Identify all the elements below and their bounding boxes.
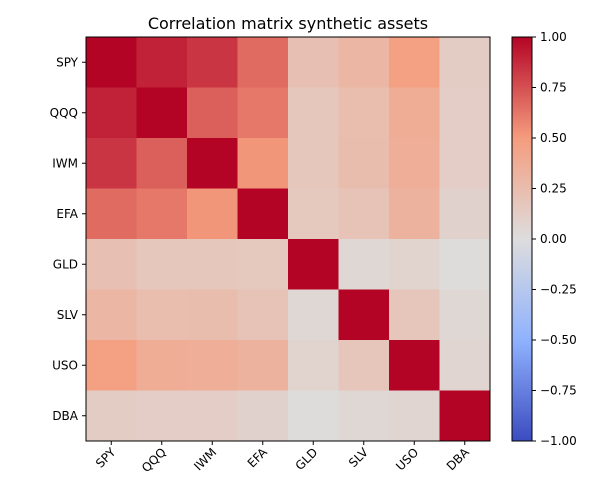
heatmap-cell-dba-uso <box>389 390 440 442</box>
colorbar-tick-label: 0.25 <box>540 182 567 196</box>
heatmap-cell-spy-efa <box>237 37 289 88</box>
heatmap-cell-uso-uso <box>389 340 440 391</box>
heatmap-cell-qqq-dba <box>439 87 491 139</box>
heatmap-cell-qqq-spy <box>86 87 137 139</box>
colorbar-tick-label: 1.00 <box>540 30 567 44</box>
heatmap-cell-qqq-uso <box>389 87 440 139</box>
heatmap-cell-dba-dba <box>439 390 491 442</box>
heatmap-cell-slv-efa <box>237 289 289 341</box>
heatmap-cell-uso-iwm <box>187 340 238 391</box>
x-tick-label: EFA <box>245 445 271 471</box>
heatmap-cell-uso-slv <box>338 340 390 391</box>
heatmap-cell-gld-qqq <box>136 239 188 290</box>
heatmap-cell-efa-efa <box>237 188 289 240</box>
colorbar-tick-label: −0.75 <box>540 384 577 398</box>
heatmap-cell-spy-spy <box>86 37 137 88</box>
heatmap-cell-dba-spy <box>86 390 137 442</box>
heatmap-cell-qqq-gld <box>288 87 339 139</box>
heatmap-cell-iwm-dba <box>439 138 491 189</box>
heatmap-cell-slv-iwm <box>187 289 238 341</box>
heatmap-cell-spy-dba <box>439 37 491 88</box>
heatmap-cell-gld-dba <box>439 239 491 290</box>
heatmap-cell-slv-gld <box>288 289 339 341</box>
colorbar-tick-label: −0.25 <box>540 283 577 297</box>
heatmap-cell-dba-efa <box>237 390 289 442</box>
heatmap-cell-gld-efa <box>237 239 289 290</box>
heatmap-cell-efa-qqq <box>136 188 188 240</box>
heatmap-cell-qqq-iwm <box>187 87 238 139</box>
heatmap-cell-qqq-efa <box>237 87 289 139</box>
heatmap-cell-uso-spy <box>86 340 137 391</box>
colorbar <box>512 37 532 441</box>
chart-title: Correlation matrix synthetic assets <box>148 14 428 33</box>
x-tick-label: QQQ <box>139 445 169 475</box>
heatmap-cell-slv-spy <box>86 289 137 341</box>
heatmap-cell-spy-qqq <box>136 37 188 88</box>
y-tick-label: SLV <box>57 308 79 322</box>
colorbar-tick-label: 0.00 <box>540 232 567 246</box>
heatmap-cell-efa-gld <box>288 188 339 240</box>
x-tick-label: IWM <box>191 445 219 473</box>
heatmap-cell-dba-qqq <box>136 390 188 442</box>
y-tick-label: SPY <box>56 55 79 69</box>
x-axis-ticks: SPY QQQ IWM EFA GLD SLV USO DBA <box>93 441 472 475</box>
heatmap-cell-gld-spy <box>86 239 137 290</box>
heatmap-cell-slv-uso <box>389 289 440 341</box>
heatmap-cell-efa-spy <box>86 188 137 240</box>
heatmap-cell-dba-iwm <box>187 390 238 442</box>
y-tick-label: GLD <box>53 257 78 271</box>
heatmap-cell-uso-gld <box>288 340 339 391</box>
heatmap-cell-efa-uso <box>389 188 440 240</box>
heatmap-cell-gld-slv <box>338 239 390 290</box>
heatmap-cell-iwm-spy <box>86 138 137 189</box>
heatmap-cell-qqq-qqq <box>136 87 188 139</box>
heatmap-cell-iwm-efa <box>237 138 289 189</box>
y-tick-label: DBA <box>52 409 78 423</box>
colorbar-tick-label: −0.50 <box>540 333 577 347</box>
y-axis-ticks: SPY QQQ IWM EFA GLD SLV USO DBA <box>50 55 86 423</box>
heatmap-cell-gld-uso <box>389 239 440 290</box>
colorbar-tick-label: 0.75 <box>540 81 567 95</box>
heatmap-cell-uso-dba <box>439 340 491 391</box>
heatmap-cell-slv-dba <box>439 289 491 341</box>
heatmap-cell-uso-efa <box>237 340 289 391</box>
heatmap-cell-iwm-qqq <box>136 138 188 189</box>
heatmap-cells <box>86 37 491 442</box>
y-tick-label: EFA <box>56 207 78 221</box>
heatmap-cell-spy-gld <box>288 37 339 88</box>
x-tick-label: GLD <box>293 445 321 473</box>
heatmap-cell-iwm-slv <box>338 138 390 189</box>
heatmap-cell-dba-gld <box>288 390 339 442</box>
heatmap-cell-iwm-iwm <box>187 138 238 189</box>
heatmap-cell-slv-slv <box>338 289 390 341</box>
heatmap-cell-gld-gld <box>288 239 339 290</box>
heatmap-cell-spy-slv <box>338 37 390 88</box>
y-tick-label: IWM <box>52 156 78 170</box>
heatmap-cell-gld-iwm <box>187 239 238 290</box>
colorbar-tick-label: 0.50 <box>540 131 567 145</box>
heatmap-cell-iwm-gld <box>288 138 339 189</box>
y-tick-label: USO <box>52 358 78 372</box>
heatmap-cell-efa-dba <box>439 188 491 240</box>
heatmap-cell-uso-qqq <box>136 340 188 391</box>
heatmap-cell-efa-slv <box>338 188 390 240</box>
colorbar-ticks: 1.00 0.75 0.50 0.25 0.00 −0.25 −0.50 −0.75 −1.00 <box>532 30 577 448</box>
y-tick-label: QQQ <box>50 106 78 120</box>
x-tick-label: SPY <box>93 445 119 471</box>
heatmap-cell-spy-iwm <box>187 37 238 88</box>
x-tick-label: USO <box>393 445 421 473</box>
heatmap-cell-qqq-slv <box>338 87 390 139</box>
heatmap-cell-spy-uso <box>389 37 440 88</box>
plot-frame <box>85 36 491 442</box>
heatmap-cell-efa-iwm <box>187 188 238 240</box>
colorbar-tick-label: −1.00 <box>540 434 577 448</box>
x-tick-label: SLV <box>346 445 371 470</box>
x-tick-label: DBA <box>444 445 473 474</box>
heatmap-cell-slv-qqq <box>136 289 188 341</box>
heatmap-cell-iwm-uso <box>389 138 440 189</box>
heatmap-cell-dba-slv <box>338 390 390 442</box>
